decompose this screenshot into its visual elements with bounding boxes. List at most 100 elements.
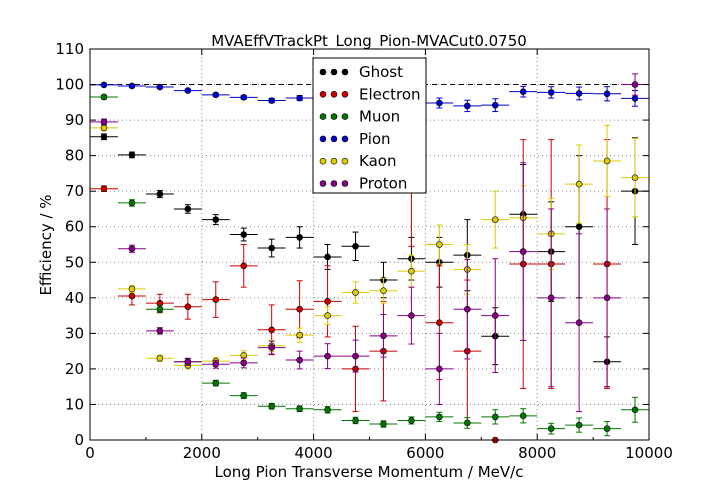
data-point <box>436 365 443 373</box>
legend-marker <box>330 135 338 143</box>
data-point <box>464 102 471 110</box>
legend-marker <box>341 135 349 143</box>
data-point <box>436 413 443 421</box>
legend-entry-kaon: Kaon <box>319 152 396 170</box>
data-point <box>436 319 443 327</box>
data-point <box>212 296 220 303</box>
data-point <box>519 88 527 95</box>
x-tick-label: 0 <box>85 444 95 462</box>
data-point <box>575 421 583 429</box>
legend-label: Proton <box>359 175 407 193</box>
data-point <box>212 216 220 223</box>
data-point <box>575 223 583 231</box>
data-point <box>100 81 108 89</box>
legend-marker <box>341 180 349 187</box>
data-point <box>296 405 303 413</box>
data-point <box>491 312 499 319</box>
data-point <box>184 358 192 366</box>
legend-marker <box>330 180 338 187</box>
y-tick-label: 110 <box>55 40 84 58</box>
data-point <box>184 205 192 213</box>
data-point <box>240 392 248 399</box>
legend-marker <box>319 113 327 120</box>
data-point <box>212 360 220 368</box>
data-points-layer <box>90 73 649 444</box>
legend-entry-electron: Electron <box>319 85 421 103</box>
data-point <box>100 93 108 101</box>
data-point <box>324 406 331 414</box>
data-point <box>100 185 108 192</box>
data-point <box>268 326 275 334</box>
legend-marker <box>319 180 327 187</box>
data-point <box>408 417 415 424</box>
y-tick-label: 0 <box>74 431 84 449</box>
series-proton <box>90 73 649 413</box>
data-point <box>296 94 303 102</box>
data-point <box>408 312 415 319</box>
data-point <box>268 344 275 351</box>
data-point <box>575 90 583 97</box>
data-point <box>631 95 639 102</box>
x-tick-label: 8000 <box>518 444 556 462</box>
legend-marker <box>341 68 349 76</box>
legend-label: Kaon <box>359 152 396 170</box>
legend-label: Electron <box>359 85 421 103</box>
data-point <box>380 420 387 428</box>
y-tick-label: 20 <box>65 360 84 378</box>
data-point <box>100 118 108 126</box>
data-point <box>184 87 192 94</box>
x-tick-label: 10000 <box>625 444 673 462</box>
data-point <box>352 352 359 360</box>
data-point <box>631 81 639 88</box>
legend-marker <box>341 113 349 120</box>
y-tick-label: 60 <box>65 218 84 236</box>
legend-marker <box>319 68 327 76</box>
data-point <box>240 262 248 270</box>
data-point <box>156 354 164 362</box>
data-point <box>100 133 108 141</box>
data-point <box>352 289 359 296</box>
data-point <box>156 327 164 335</box>
data-point <box>212 379 220 387</box>
legend-marker <box>319 157 327 165</box>
legend-marker <box>330 157 338 165</box>
data-point <box>240 231 248 238</box>
x-axis-label: Long Pion Transverse Momentum / MeV/c <box>215 463 524 481</box>
data-point <box>296 234 303 241</box>
legend-entry-muon: Muon <box>319 108 400 126</box>
y-tick-label: 30 <box>65 324 84 342</box>
data-point <box>324 298 331 305</box>
data-point <box>380 332 387 340</box>
legend-entry-proton: Proton <box>319 175 407 193</box>
data-point <box>464 419 471 427</box>
y-tick-label: 70 <box>65 182 84 200</box>
data-point <box>519 248 527 255</box>
data-point <box>324 312 331 319</box>
data-point <box>100 124 108 132</box>
y-tick-label: 40 <box>65 289 84 307</box>
legend-entry-pion: Pion <box>319 130 391 148</box>
data-point <box>380 287 387 295</box>
legend-label: Pion <box>359 130 391 148</box>
data-point <box>631 174 639 181</box>
data-point <box>547 89 555 96</box>
data-point <box>324 253 331 261</box>
data-point <box>519 412 527 420</box>
data-point <box>296 331 303 339</box>
data-point <box>603 294 611 302</box>
axis-ticks: 0 2000 4000 6000 8000 10000 0 10 20 30 40 50 60 70 80 9… <box>55 40 673 462</box>
data-point <box>352 242 359 250</box>
legend-marker <box>319 135 327 143</box>
data-point <box>603 425 611 432</box>
data-point <box>436 99 443 107</box>
data-point <box>436 241 443 248</box>
legend-marker <box>330 113 338 120</box>
data-point <box>464 305 471 313</box>
legend-box <box>312 57 427 194</box>
legend-label: Ghost <box>359 63 403 81</box>
data-point <box>408 267 415 275</box>
data-point <box>491 216 499 223</box>
data-point <box>156 305 164 313</box>
data-point <box>575 180 583 188</box>
